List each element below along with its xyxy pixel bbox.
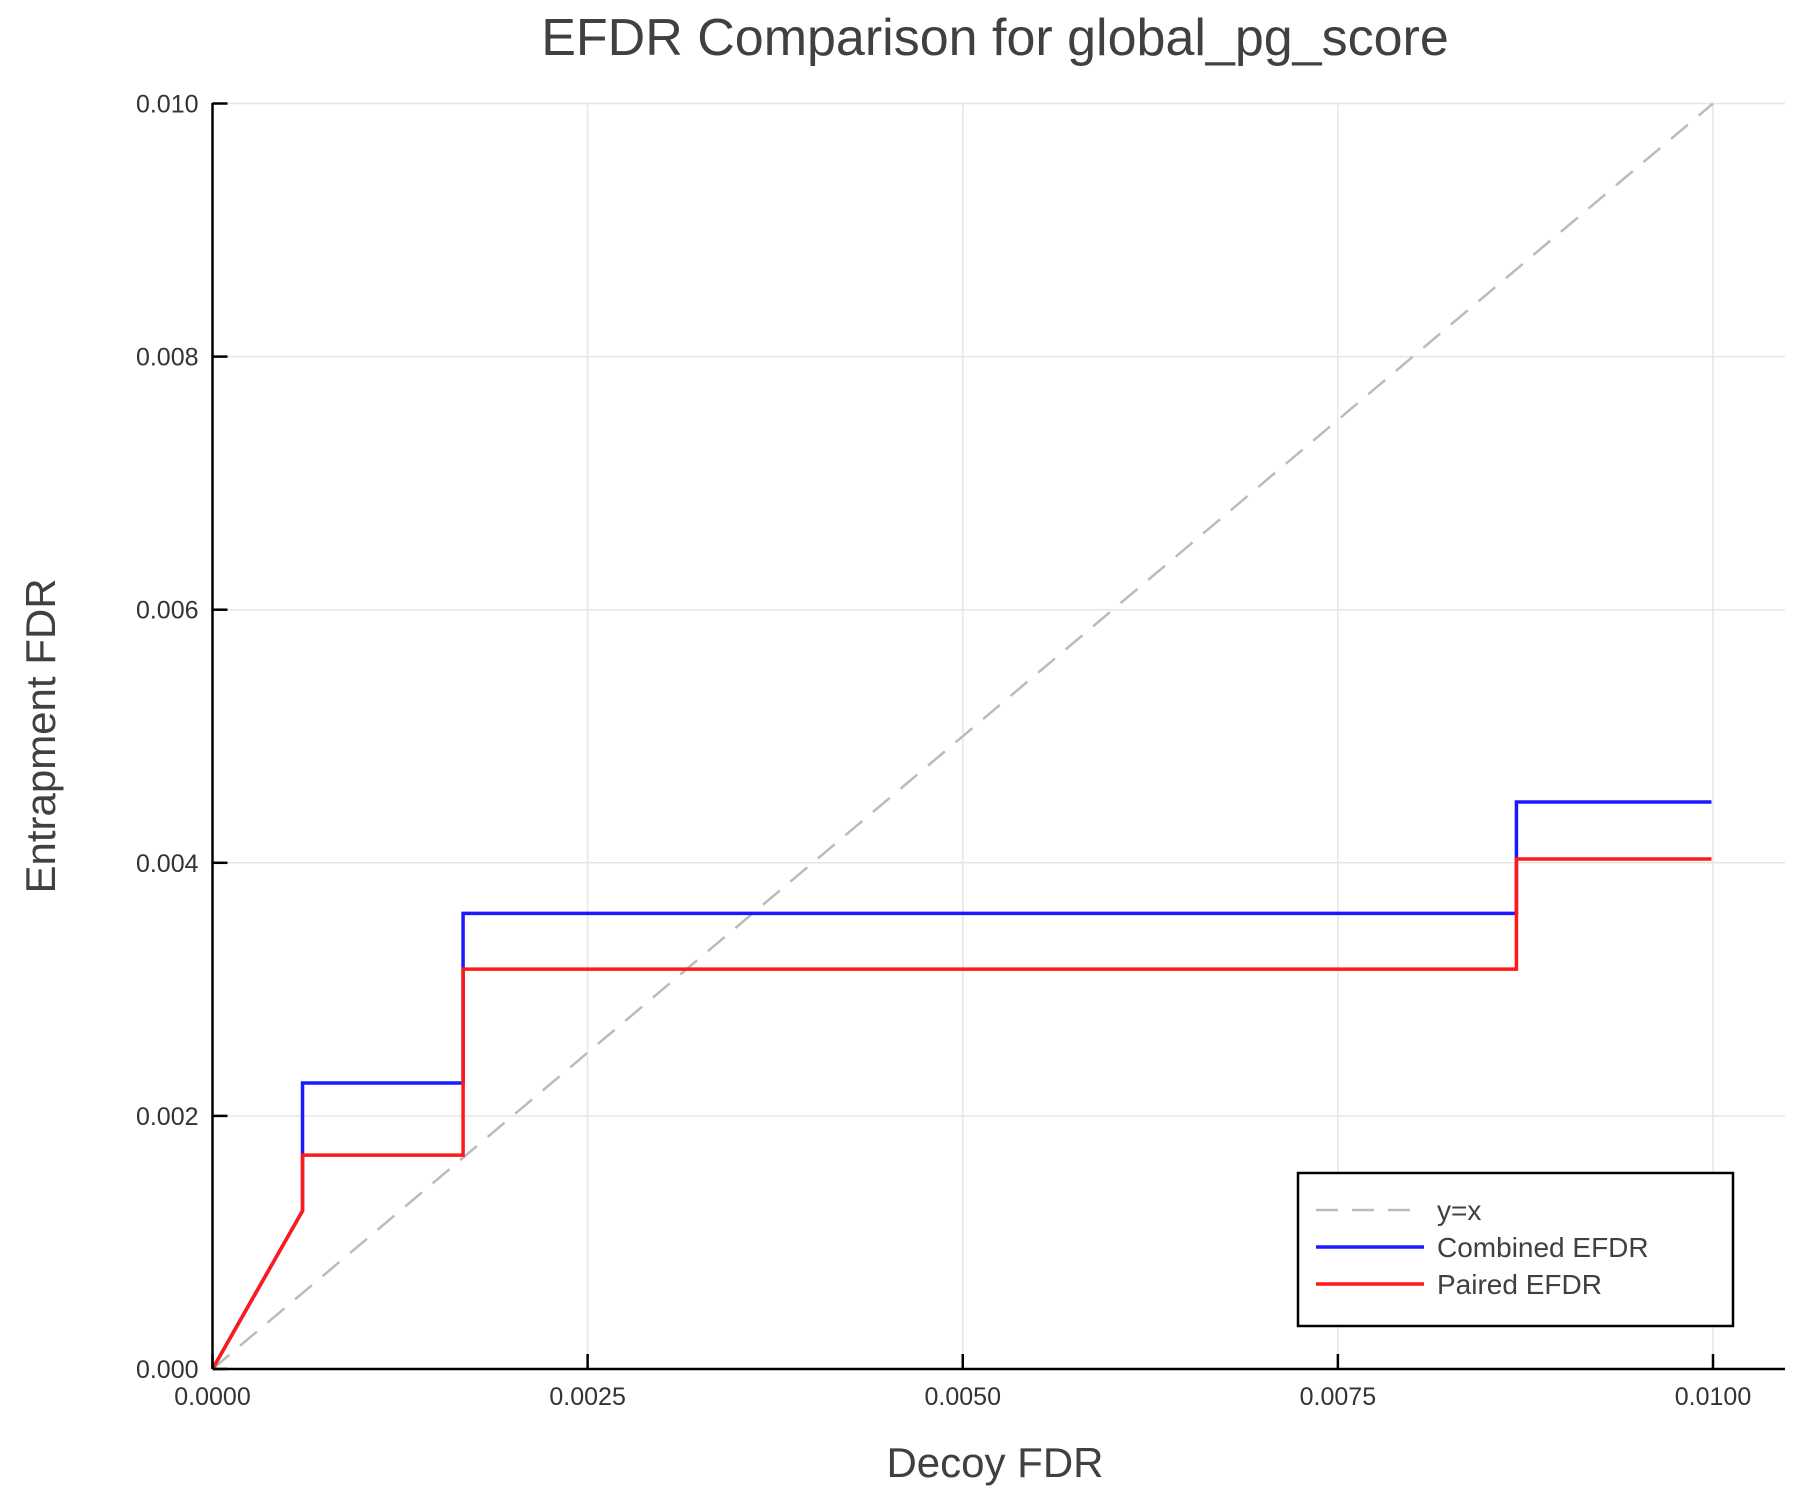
chart-title: EFDR Comparison for global_pg_score bbox=[541, 9, 1449, 67]
y-x-series-line bbox=[211, 102, 1714, 1370]
legend: y=x Combined EFDR Paired EFDR bbox=[1296, 1171, 1735, 1328]
y-tick-label: 0.006 bbox=[136, 597, 199, 625]
x-tick-label: 0.0025 bbox=[549, 1383, 625, 1411]
x-tick-label: 0.0100 bbox=[1675, 1383, 1751, 1411]
x-tick-label: 0.0050 bbox=[925, 1383, 1001, 1411]
y-tick-label: 0.004 bbox=[136, 850, 199, 878]
legend-box bbox=[1296, 1171, 1735, 1328]
legend-entry: Paired EFDR bbox=[1437, 1269, 1602, 1300]
legend-entry: y=x bbox=[1437, 1195, 1481, 1226]
y-tick-label: 0.000 bbox=[136, 1356, 199, 1384]
legend-entry: Combined EFDR bbox=[1437, 1232, 1649, 1263]
y-tick-label: 0.008 bbox=[136, 344, 199, 372]
x-axis-label: Decoy FDR bbox=[886, 1439, 1103, 1486]
y-tick-label: 0.002 bbox=[136, 1103, 199, 1131]
y-tick-label: 0.010 bbox=[136, 91, 199, 119]
x-tick-label: 0.0000 bbox=[174, 1383, 250, 1411]
x-tick-label: 0.0075 bbox=[1300, 1383, 1376, 1411]
y-axis-label: Entrapment FDR bbox=[17, 578, 64, 893]
paired-efdr-series-line bbox=[210, 857, 1712, 1370]
